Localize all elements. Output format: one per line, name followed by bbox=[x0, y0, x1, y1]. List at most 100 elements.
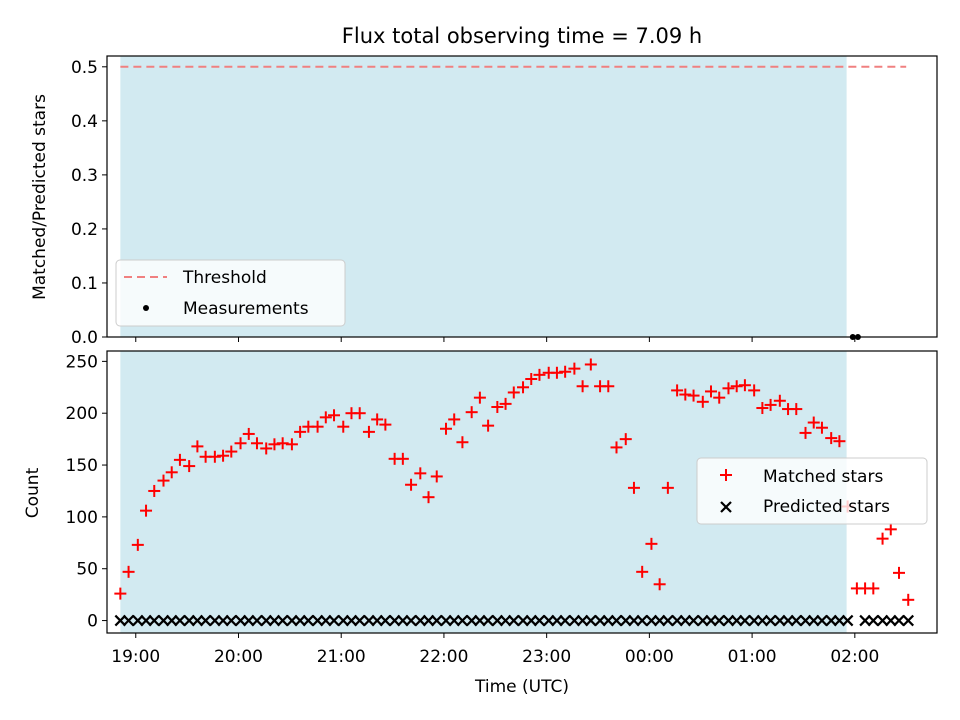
matched-stars-point bbox=[559, 365, 572, 378]
matched-stars-point bbox=[602, 380, 615, 393]
matched-stars-legend-label: Matched stars bbox=[763, 467, 883, 487]
predicted-stars-point bbox=[585, 614, 597, 627]
matched-stars-point bbox=[525, 372, 538, 385]
matched-stars-point bbox=[465, 406, 478, 419]
predicted-stars-point bbox=[456, 614, 469, 627]
matched-stars-point bbox=[867, 582, 880, 595]
predicted-stars-point bbox=[816, 614, 828, 627]
predicted-stars-point bbox=[902, 614, 915, 627]
bottom-legend-box bbox=[696, 457, 928, 525]
matched-stars-point bbox=[379, 418, 392, 431]
top-x-ticks bbox=[135, 337, 856, 342]
top-y-tick-label: 0.1 bbox=[71, 274, 98, 294]
matched-stars-point bbox=[705, 385, 718, 398]
matched-stars-point bbox=[627, 481, 640, 494]
matched-stars-point bbox=[114, 587, 127, 600]
x-axis-label: Time (UTC) bbox=[474, 677, 569, 697]
predicted-stars-point bbox=[739, 614, 751, 627]
matched-stars-point bbox=[473, 391, 486, 404]
matched-stars-point bbox=[517, 381, 530, 394]
matched-stars-point bbox=[756, 402, 769, 415]
matched-stars-point bbox=[294, 425, 307, 438]
matched-stars-point bbox=[234, 437, 247, 450]
matched-stars-point bbox=[825, 432, 838, 445]
matched-stars-point bbox=[439, 422, 452, 435]
bottom-axes-frame bbox=[106, 350, 938, 634]
top-legend-box bbox=[115, 259, 346, 327]
predicted-stars-legend-label: Predicted stars bbox=[763, 497, 890, 517]
matched-stars-point bbox=[584, 358, 597, 371]
matched-stars-point bbox=[422, 491, 435, 504]
bottom-x-ticks: 19:00 20:00 21:00 22:00 23:00 00:00 01:00 02:00 bbox=[111, 633, 879, 667]
predicted-stars-point bbox=[251, 614, 263, 627]
matched-stars-point bbox=[799, 426, 812, 439]
matched-stars-point bbox=[173, 453, 186, 466]
predicted-stars-point bbox=[610, 614, 623, 627]
bottom-x-tick-label: 02:00 bbox=[830, 647, 879, 667]
predicted-stars-point bbox=[533, 614, 546, 627]
predicted-stars-point bbox=[764, 614, 777, 627]
matched-stars-point bbox=[902, 593, 915, 606]
matched-stars-point bbox=[807, 416, 820, 429]
predicted-stars-point bbox=[328, 614, 340, 627]
matched-stars-point bbox=[285, 438, 298, 451]
matched-stars-point bbox=[748, 384, 761, 397]
matched-stars-point bbox=[661, 481, 674, 494]
matched-stars-point bbox=[671, 384, 684, 397]
predicted-stars-point bbox=[353, 614, 366, 627]
matched-stars-point bbox=[217, 449, 230, 462]
matched-stars-point bbox=[533, 368, 546, 381]
matched-stars-point bbox=[713, 391, 726, 404]
top-legend: Threshold Measurements bbox=[115, 259, 346, 327]
matched-stars-point bbox=[687, 389, 700, 402]
matched-stars-point bbox=[653, 578, 666, 591]
top-y-tick-label: 0.5 bbox=[71, 58, 98, 78]
matched-stars-point bbox=[722, 382, 735, 395]
matched-stars-point bbox=[311, 420, 324, 433]
threshold-legend-label: Threshold bbox=[182, 268, 267, 288]
top-panel: 0.0 0.1 0.2 0.3 0.4 0.5 Matched/Predicted sta… bbox=[30, 55, 938, 348]
matched-stars-point bbox=[738, 379, 751, 392]
matched-stars-point bbox=[371, 413, 384, 426]
predicted-stars-point bbox=[199, 614, 212, 627]
bottom-y-tick-label: 50 bbox=[76, 560, 98, 580]
matched-stars-point bbox=[260, 442, 273, 455]
matched-stars-point bbox=[337, 420, 350, 433]
predicted-stars-point bbox=[893, 614, 905, 627]
matched-stars-point bbox=[499, 397, 512, 410]
bottom-y-tick-label: 150 bbox=[66, 456, 98, 476]
bottom-y-tick-label: 0 bbox=[87, 612, 98, 632]
top-y-ticks: 0.0 0.1 0.2 0.3 0.4 0.5 bbox=[71, 58, 107, 348]
top-y-axis-label: Matched/Predicted stars bbox=[30, 94, 50, 300]
predicted-stars-point bbox=[482, 614, 494, 627]
measurements-legend-icon bbox=[143, 305, 149, 311]
predicted-stars-point bbox=[148, 614, 161, 627]
measurements-legend-label: Measurements bbox=[183, 299, 309, 319]
matched-stars-point bbox=[892, 566, 905, 579]
predicted-stars-point bbox=[122, 614, 135, 627]
predicted-stars-point bbox=[841, 614, 854, 627]
predicted-stars-point bbox=[430, 614, 443, 627]
matched-stars-point bbox=[362, 425, 375, 438]
bottom-y-tick-label: 100 bbox=[66, 508, 98, 528]
predicted-stars-point bbox=[379, 614, 392, 627]
bottom-x-tick-label: 00:00 bbox=[625, 647, 674, 667]
matched-stars-point bbox=[730, 380, 743, 393]
top-y-tick-label: 0.0 bbox=[71, 328, 98, 348]
bottom-x-tick-label: 20:00 bbox=[214, 647, 263, 667]
top-y-tick-label: 0.4 bbox=[71, 112, 98, 132]
bottom-panel: 0 50 100 150 200 250 19:00 20:00 21:00 22:00 23:0… bbox=[23, 350, 938, 697]
matched-stars-point bbox=[876, 532, 889, 545]
top-y-tick-label: 0.2 bbox=[71, 220, 98, 240]
matched-stars-point bbox=[225, 445, 238, 458]
matched-stars-point bbox=[568, 362, 581, 375]
predicted-stars-point bbox=[276, 614, 289, 627]
bottom-x-tick-label: 22:00 bbox=[419, 647, 468, 667]
predicted-stars-legend-icon bbox=[720, 501, 732, 513]
matched-stars-point bbox=[619, 433, 632, 446]
chart-title: Flux total observing time = 7.09 h bbox=[342, 24, 702, 48]
bottom-x-tick-label: 23:00 bbox=[522, 647, 571, 667]
predicted-stars-point bbox=[636, 614, 648, 627]
matched-stars-point bbox=[148, 484, 161, 497]
matched-stars-point bbox=[815, 421, 828, 434]
